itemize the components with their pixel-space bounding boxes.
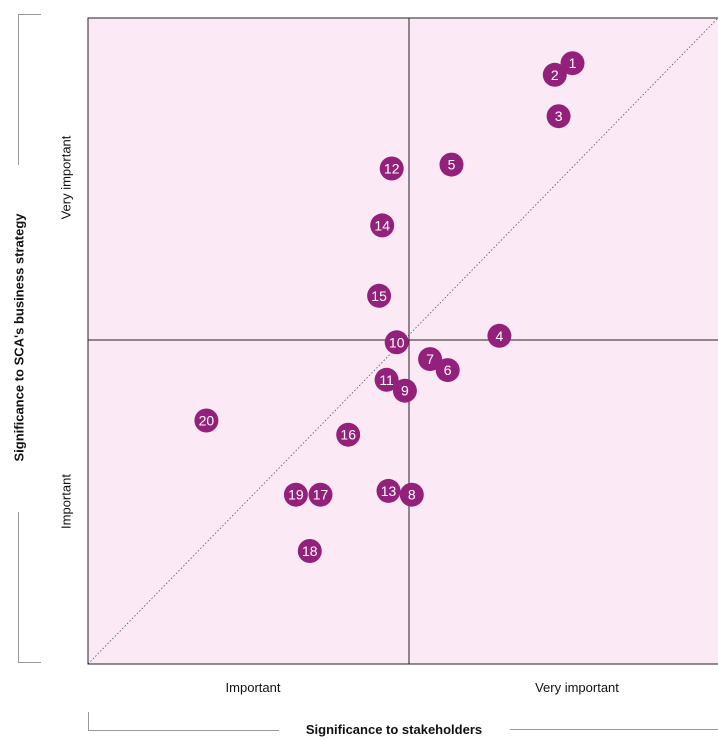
point-label: 17 bbox=[313, 487, 329, 503]
point-20: 20 bbox=[194, 408, 219, 433]
x-axis-bracket bbox=[88, 712, 279, 731]
point-label: 10 bbox=[389, 334, 405, 350]
point-label: 8 bbox=[408, 487, 416, 503]
point-marker bbox=[418, 347, 443, 372]
point-marker bbox=[376, 478, 401, 503]
point-label: 16 bbox=[340, 427, 356, 443]
point-marker bbox=[487, 323, 512, 348]
point-14: 14 bbox=[370, 213, 395, 238]
x-axis-bracket-right bbox=[510, 729, 718, 730]
point-1: 1 bbox=[560, 51, 585, 76]
point-label: 3 bbox=[555, 108, 563, 124]
point-10: 10 bbox=[384, 330, 409, 355]
point-marker bbox=[439, 152, 464, 177]
point-8: 8 bbox=[399, 482, 424, 507]
point-12: 12 bbox=[379, 156, 404, 181]
point-marker bbox=[435, 358, 460, 383]
point-marker bbox=[379, 156, 404, 181]
point-marker bbox=[297, 539, 322, 563]
point-18: 18 bbox=[297, 539, 322, 563]
point-marker bbox=[392, 378, 417, 403]
point-marker bbox=[399, 482, 424, 507]
point-marker bbox=[194, 408, 219, 433]
point-16: 16 bbox=[336, 422, 361, 447]
point-marker bbox=[308, 482, 333, 507]
point-label: 19 bbox=[288, 487, 304, 503]
x-category-important: Important bbox=[225, 680, 281, 695]
point-label: 13 bbox=[381, 483, 397, 499]
point-label: 9 bbox=[401, 383, 409, 399]
y-axis-title: Significance to SCA's business strategy bbox=[11, 213, 27, 462]
point-label: 7 bbox=[426, 351, 434, 367]
point-label: 11 bbox=[379, 372, 394, 388]
point-7: 7 bbox=[418, 347, 443, 372]
point-label: 1 bbox=[569, 55, 577, 71]
point-17: 17 bbox=[308, 482, 333, 507]
point-13: 13 bbox=[376, 478, 401, 503]
point-11: 11 bbox=[374, 367, 399, 392]
point-label: 4 bbox=[496, 328, 504, 344]
x-category-very-important: Very important bbox=[535, 680, 619, 695]
point-9: 9 bbox=[392, 378, 417, 403]
plot-frame bbox=[87, 17, 718, 665]
point-label: 15 bbox=[371, 288, 387, 304]
point-6: 6 bbox=[435, 358, 460, 383]
y-category-very-important: Very important bbox=[58, 135, 74, 220]
point-marker bbox=[370, 213, 395, 238]
x-axis-title: Significance to stakeholders bbox=[305, 722, 483, 737]
y-axis-bracket-bottom bbox=[18, 512, 41, 663]
point-marker bbox=[546, 104, 571, 129]
point-label: 2 bbox=[551, 67, 559, 83]
point-label: 12 bbox=[384, 161, 400, 177]
point-marker bbox=[336, 422, 361, 447]
point-4: 4 bbox=[487, 323, 512, 348]
point-marker bbox=[367, 283, 392, 308]
point-marker bbox=[560, 51, 585, 76]
point-2: 2 bbox=[542, 62, 567, 87]
point-5: 5 bbox=[439, 152, 464, 177]
point-label: 20 bbox=[199, 413, 215, 429]
point-marker bbox=[542, 62, 567, 87]
point-label: 14 bbox=[374, 217, 390, 233]
y-category-important: Important bbox=[58, 474, 74, 529]
point-marker bbox=[374, 367, 399, 392]
y-axis-bracket-top bbox=[18, 14, 41, 165]
point-marker bbox=[384, 330, 409, 355]
point-label: 18 bbox=[302, 543, 318, 559]
point-19: 19 bbox=[283, 482, 308, 507]
point-marker bbox=[283, 482, 308, 507]
point-15: 15 bbox=[367, 283, 392, 308]
point-label: 6 bbox=[444, 362, 452, 378]
point-label: 5 bbox=[448, 157, 456, 173]
point-3: 3 bbox=[546, 104, 571, 129]
